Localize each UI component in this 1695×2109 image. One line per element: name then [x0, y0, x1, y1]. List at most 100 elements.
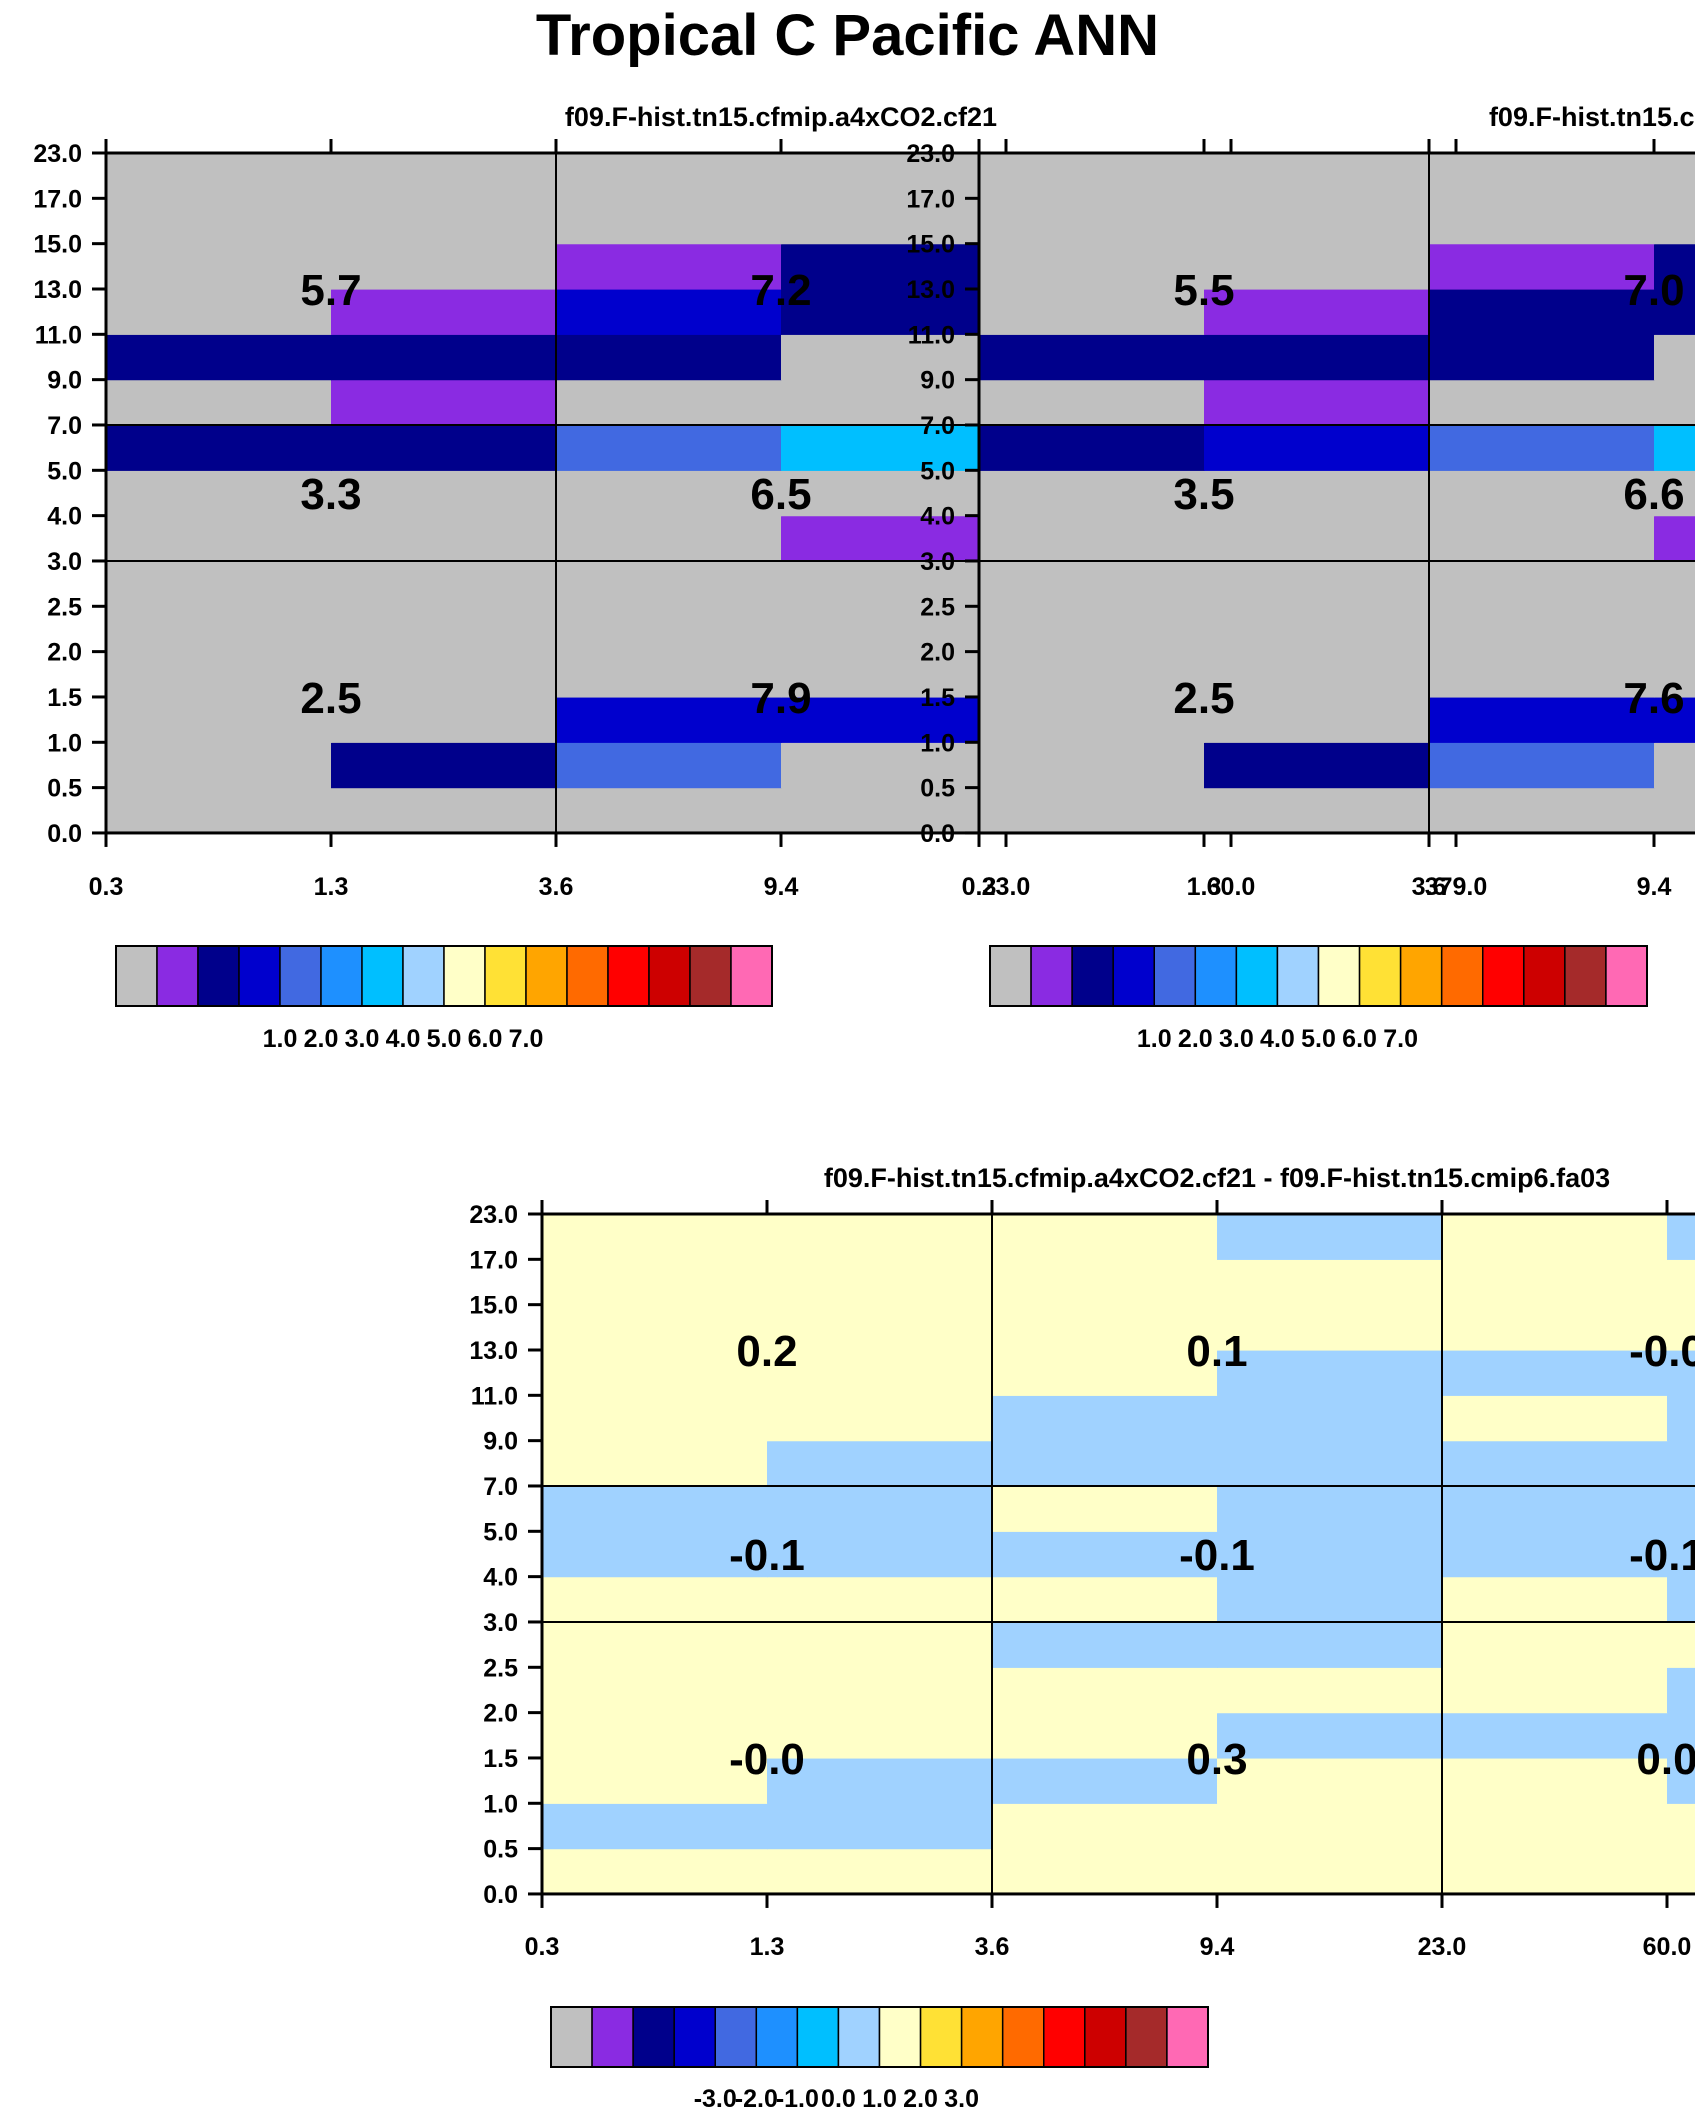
heatmap-cell	[556, 515, 782, 562]
heatmap-cell	[331, 696, 557, 743]
heatmap-cell	[992, 1531, 1218, 1578]
y-tick-label: 0.0	[47, 820, 82, 848]
heatmap-cell	[1667, 1259, 1695, 1306]
heatmap-cell	[106, 696, 332, 743]
y-tick-label: 7.0	[920, 412, 955, 440]
y-tick-label: 23.0	[33, 140, 82, 168]
heatmap-cell	[767, 1259, 993, 1306]
heatmap-cell	[1217, 1576, 1443, 1623]
y-tick-label: 0.5	[483, 1836, 518, 1864]
heatmap-cell	[767, 1440, 993, 1487]
heatmap-cell	[556, 198, 782, 245]
heatmap-cell	[1442, 1214, 1668, 1260]
colorbar-swatch	[648, 945, 691, 1007]
colorbar-frame	[550, 2006, 1209, 2068]
heatmap-cell	[1204, 787, 1430, 834]
y-tick-label: 2.5	[47, 593, 82, 621]
box-value-label: 7.9	[750, 674, 811, 723]
heatmap-cell	[331, 153, 557, 199]
box-value-label: 7.2	[750, 266, 811, 315]
colorbar-label: -1.0	[776, 2085, 819, 2109]
box-value-label: -0.0	[729, 1735, 805, 1784]
heatmap-cell	[542, 1349, 768, 1396]
heatmap-cell	[1429, 787, 1655, 834]
heatmap-cell	[992, 1349, 1218, 1396]
heatmap-cell	[106, 379, 332, 426]
heatmap-cell	[1204, 198, 1430, 245]
colorbar-swatch	[238, 945, 281, 1007]
x-tick-label: 23.0	[982, 873, 1031, 901]
heatmap-cell	[1667, 1485, 1695, 1532]
heatmap-cell	[1442, 1349, 1668, 1396]
heatmap-cell	[1429, 379, 1655, 426]
heatmap-cell	[1442, 1757, 1668, 1804]
heatmap-cell	[767, 1531, 993, 1578]
heatmap-cell	[331, 198, 557, 245]
heatmap-cell	[767, 1349, 993, 1396]
heatmap-cell	[979, 606, 1205, 653]
colorbar-swatch	[1482, 945, 1525, 1007]
colorbar-swatch	[484, 945, 527, 1007]
heatmap-cell	[767, 1576, 993, 1623]
panel-3: f09.F-hist.tn15.cfmip.a4xCO2.cf21 - f09.…	[469, 1163, 1695, 2109]
heatmap-cell	[331, 288, 557, 335]
colorbar-swatch	[607, 945, 650, 1007]
colorbar-swatch	[591, 2006, 634, 2068]
panel-title: f09.F-hist.tn15.cmip6.fa03	[1489, 102, 1695, 132]
heatmap-cell	[767, 1848, 993, 1895]
heatmap-cell	[542, 1803, 768, 1850]
y-tick-label: 15.0	[33, 231, 82, 259]
heatmap-cell	[992, 1621, 1218, 1668]
heatmap-cell	[542, 1485, 768, 1532]
x-tick-label: 23.0	[1418, 1933, 1467, 1961]
colorbar-label: -2.0	[735, 2085, 778, 2109]
heatmap-cell	[556, 153, 782, 199]
heatmap-cell	[1204, 606, 1430, 653]
box-value-label: -0.0	[1629, 1327, 1695, 1376]
box-value-label: 6.5	[750, 470, 811, 519]
heatmap-cell	[1442, 1395, 1668, 1442]
heatmap-cell	[979, 288, 1205, 335]
colorbar-frame	[115, 945, 773, 1007]
y-tick-label: 13.0	[33, 276, 82, 304]
box-value-label: 6.6	[1623, 470, 1684, 519]
y-tick-label: 13.0	[906, 276, 955, 304]
box-value-label: 0.2	[736, 1327, 797, 1376]
y-tick-label: 3.0	[920, 548, 955, 576]
colorbar-swatch	[714, 2006, 758, 2068]
y-tick-label: 5.0	[920, 457, 955, 485]
heatmap-cell	[1429, 153, 1655, 199]
box-value-label: 2.5	[1173, 674, 1234, 723]
colorbar-swatch	[1166, 2006, 1209, 2068]
y-tick-label: 17.0	[33, 185, 82, 213]
y-tick-label: 2.0	[483, 1700, 518, 1728]
colorbar-swatch	[755, 2006, 799, 2068]
heatmap-cell	[1667, 1395, 1695, 1442]
heatmap-cell	[556, 334, 782, 381]
heatmap-cell	[1654, 560, 1695, 607]
heatmap-cell	[781, 334, 1007, 381]
heatmap-cell	[106, 243, 332, 290]
heatmap-cell	[556, 424, 782, 471]
heatmap-cell	[1654, 787, 1695, 834]
colorbar-swatch	[1194, 945, 1238, 1007]
box-value-label: 7.6	[1623, 674, 1684, 723]
colorbar-swatch	[1235, 945, 1279, 1007]
heatmap-cell	[1667, 1304, 1695, 1351]
y-tick-label: 3.0	[483, 1609, 518, 1637]
y-tick-label: 4.0	[483, 1564, 518, 1592]
y-tick-label: 4.0	[920, 503, 955, 531]
x-tick-label: 9.4	[1637, 873, 1672, 901]
heatmap-cell	[1204, 651, 1430, 698]
x-tick-label: 1.3	[314, 873, 349, 901]
heatmap-cell	[1429, 515, 1655, 562]
y-tick-label: 1.0	[920, 729, 955, 757]
heatmap-cell	[1442, 1259, 1668, 1306]
heatmap-cell	[1217, 1712, 1443, 1759]
heatmap-cell	[1667, 1576, 1695, 1623]
colorbar-swatch	[730, 945, 773, 1007]
heatmap-cell	[992, 1848, 1218, 1895]
x-tick-label: 0.3	[89, 873, 124, 901]
heatmap-cell	[781, 424, 1007, 471]
